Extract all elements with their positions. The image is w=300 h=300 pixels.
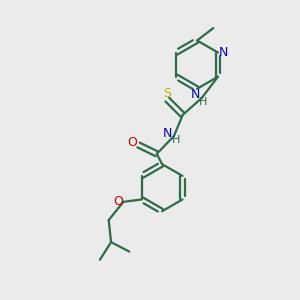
- Text: H: H: [172, 135, 180, 145]
- Text: N: N: [163, 127, 172, 140]
- Text: O: O: [113, 195, 123, 208]
- Text: H: H: [199, 97, 208, 107]
- Text: N: N: [219, 46, 228, 59]
- Text: O: O: [128, 136, 138, 149]
- Text: S: S: [164, 87, 171, 100]
- Text: N: N: [191, 88, 200, 101]
